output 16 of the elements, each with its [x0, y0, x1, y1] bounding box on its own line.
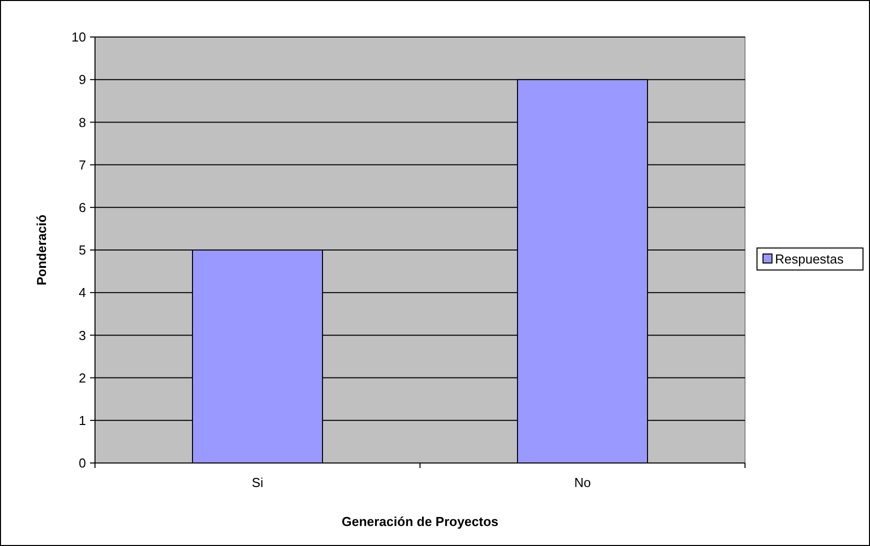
x-axis-title: Generación de Proyectos — [342, 514, 498, 529]
y-tick-label: 0 — [78, 456, 86, 471]
y-tick-label: 6 — [78, 200, 86, 215]
y-tick-label: 3 — [78, 328, 86, 343]
y-tick-label: 4 — [78, 285, 86, 300]
x-tick-label: No — [574, 475, 591, 490]
y-axis-title: Ponderació — [34, 214, 49, 286]
y-tick-label: 8 — [78, 114, 86, 130]
legend-label: Respuestas — [775, 252, 844, 267]
y-tick-label: 2 — [78, 370, 86, 386]
x-tick-label: Si — [252, 475, 264, 490]
y-tick-label: 10 — [72, 30, 86, 45]
y-tick-label: 9 — [78, 72, 86, 88]
y-tick-label: 5 — [78, 242, 86, 258]
y-tick-label: 1 — [78, 412, 86, 428]
y-tick-label: 7 — [78, 157, 86, 172]
